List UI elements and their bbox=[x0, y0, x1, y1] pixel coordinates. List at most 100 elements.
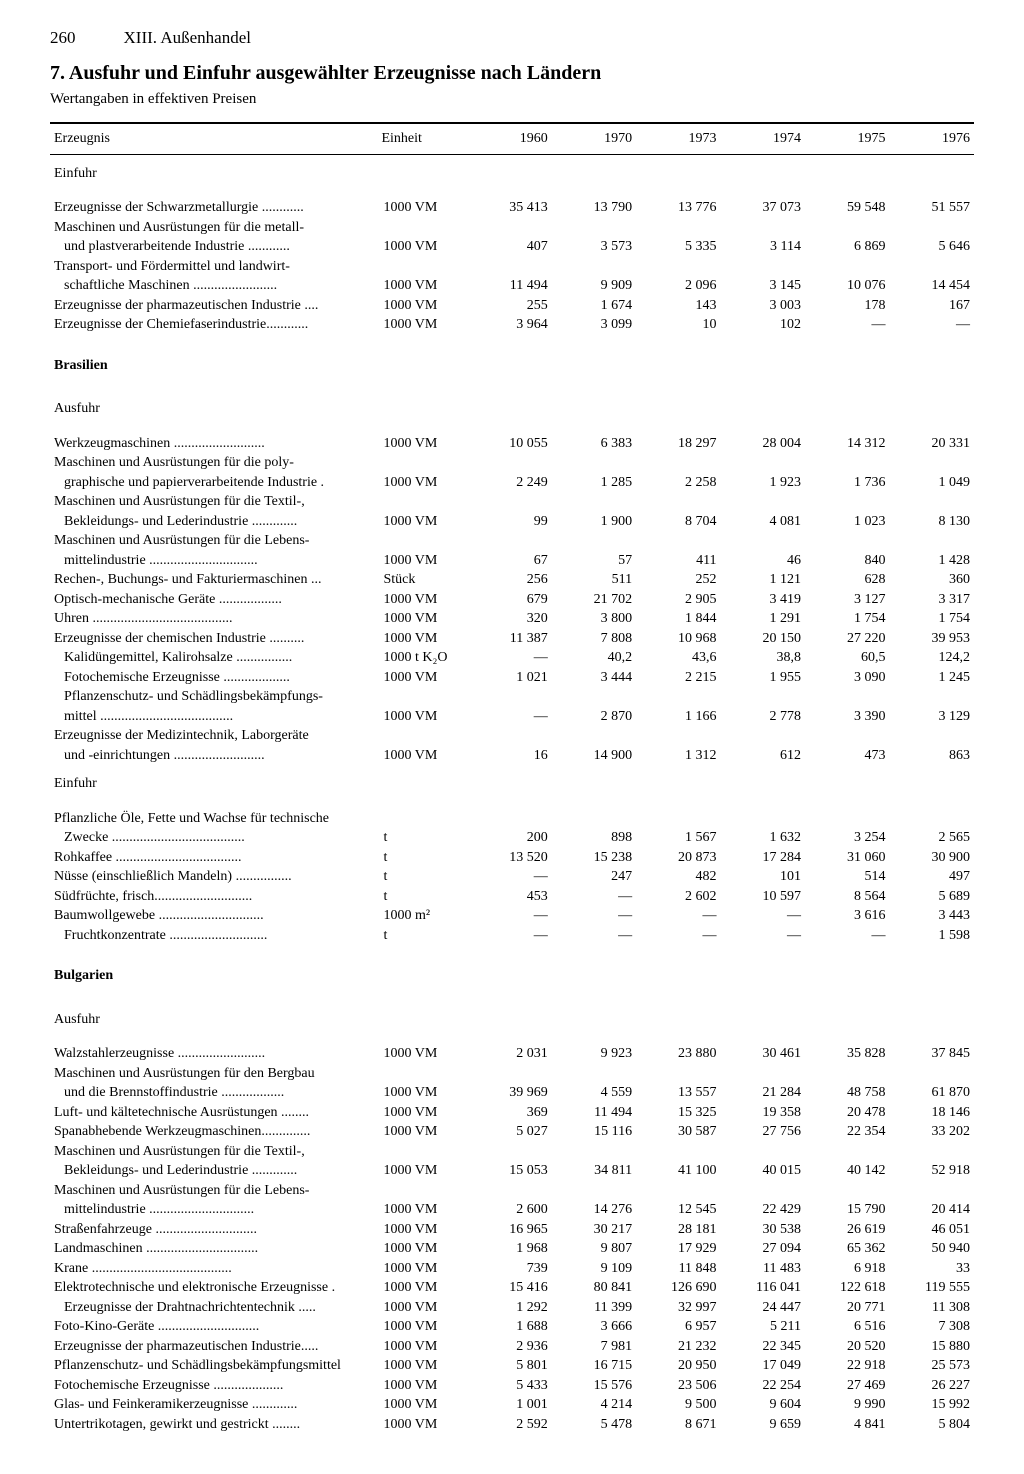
row-value bbox=[467, 809, 551, 829]
row-value: 5 478 bbox=[552, 1415, 636, 1435]
row-value: 2 565 bbox=[889, 828, 974, 848]
row-value: 20 150 bbox=[721, 629, 805, 649]
row-value: — bbox=[467, 906, 551, 926]
row-value: 1 900 bbox=[552, 512, 636, 532]
row-value: 28 004 bbox=[721, 434, 805, 454]
row-value: — bbox=[467, 926, 551, 946]
row-value: 7 981 bbox=[552, 1337, 636, 1357]
row-value: 5 646 bbox=[889, 237, 974, 257]
row-value: 61 870 bbox=[889, 1083, 974, 1103]
row-value bbox=[467, 687, 551, 707]
row-value: 13 776 bbox=[636, 198, 720, 218]
row-value: — bbox=[721, 906, 805, 926]
table-row: Bekleidungs- und Lederindustrie ........… bbox=[50, 512, 974, 532]
row-value: 65 362 bbox=[805, 1239, 889, 1259]
row-value: 1 923 bbox=[721, 473, 805, 493]
row-unit: t bbox=[377, 848, 467, 868]
row-unit: 1000 VM bbox=[377, 1044, 467, 1064]
row-unit: 1000 VM bbox=[377, 1395, 467, 1415]
row-value: 21 232 bbox=[636, 1337, 720, 1357]
row-value bbox=[889, 1142, 974, 1162]
row-value bbox=[889, 218, 974, 238]
row-unit: 1000 VM bbox=[377, 1220, 467, 1240]
section-subtitle: Wertangaben in effektiven Preisen bbox=[50, 91, 974, 108]
row-unit bbox=[377, 453, 467, 473]
row-value: 898 bbox=[552, 828, 636, 848]
row-value: 126 690 bbox=[636, 1278, 720, 1298]
row-label: mittelindustrie ........................… bbox=[50, 1200, 377, 1220]
row-label: Pflanzenschutz- und Schädlingsbekämpfung… bbox=[50, 1356, 377, 1376]
row-value: 497 bbox=[889, 867, 974, 887]
row-value: 27 220 bbox=[805, 629, 889, 649]
row-value: 482 bbox=[636, 867, 720, 887]
row-value bbox=[721, 1064, 805, 1084]
table-row: und plastverarbeitende Industrie .......… bbox=[50, 237, 974, 257]
row-value: 31 060 bbox=[805, 848, 889, 868]
row-value: 18 297 bbox=[636, 434, 720, 454]
row-value: 3 099 bbox=[552, 315, 636, 335]
table-row: Elektrotechnische und elektronische Erze… bbox=[50, 1278, 974, 1298]
row-value: 3 573 bbox=[552, 237, 636, 257]
row-value: 9 604 bbox=[721, 1395, 805, 1415]
row-value: 17 049 bbox=[721, 1356, 805, 1376]
table-row: Maschinen und Ausrüstungen für die Leben… bbox=[50, 1181, 974, 1201]
table-row: Maschinen und Ausrüstungen für die Leben… bbox=[50, 531, 974, 551]
row-value: 14 312 bbox=[805, 434, 889, 454]
table-row: Maschinen und Ausrüstungen für die metal… bbox=[50, 218, 974, 238]
country-header: Bulgarien bbox=[50, 945, 974, 989]
row-value: 15 416 bbox=[467, 1278, 551, 1298]
row-value bbox=[805, 1142, 889, 1162]
row-unit: 1000 VM bbox=[377, 1317, 467, 1337]
row-value: 2 592 bbox=[467, 1415, 551, 1435]
row-value: 8 704 bbox=[636, 512, 720, 532]
row-value: 1 754 bbox=[805, 609, 889, 629]
row-value: 18 146 bbox=[889, 1103, 974, 1123]
row-value bbox=[467, 1181, 551, 1201]
row-unit: 1000 VM bbox=[377, 551, 467, 571]
row-unit: 1000 VM bbox=[377, 1337, 467, 1357]
row-value: 3 443 bbox=[889, 906, 974, 926]
row-value: 1 285 bbox=[552, 473, 636, 493]
row-value: 3 800 bbox=[552, 609, 636, 629]
row-value: 320 bbox=[467, 609, 551, 629]
row-value: 2 249 bbox=[467, 473, 551, 493]
row-value bbox=[636, 1181, 720, 1201]
section-title: 7. Ausfuhr und Einfuhr ausgewählter Erze… bbox=[50, 62, 974, 85]
row-value bbox=[552, 809, 636, 829]
row-label: Uhren ..................................… bbox=[50, 609, 377, 629]
direction-header: Einfuhr bbox=[50, 765, 974, 797]
row-label: Zwecke .................................… bbox=[50, 828, 377, 848]
row-value: 21 702 bbox=[552, 590, 636, 610]
row-unit: 1000 m² bbox=[377, 906, 467, 926]
row-value bbox=[467, 492, 551, 512]
row-value bbox=[636, 1064, 720, 1084]
chapter-title: XIII. Außenhandel bbox=[124, 28, 251, 48]
row-value bbox=[805, 1064, 889, 1084]
row-unit bbox=[377, 1064, 467, 1084]
table-row: Straßenfahrzeuge .......................… bbox=[50, 1220, 974, 1240]
row-value: 3 145 bbox=[721, 276, 805, 296]
row-label: schaftliche Maschinen ..................… bbox=[50, 276, 377, 296]
row-value: 628 bbox=[805, 570, 889, 590]
row-unit: 1000 VM bbox=[377, 1200, 467, 1220]
row-label: Erzeugnisse der Drahtnachrichtentechnik … bbox=[50, 1298, 377, 1318]
row-value: 5 801 bbox=[467, 1356, 551, 1376]
table-row: Südfrüchte, frisch......................… bbox=[50, 887, 974, 907]
row-value: 12 545 bbox=[636, 1200, 720, 1220]
table-row: Werkzeugmaschinen ......................… bbox=[50, 434, 974, 454]
row-value: 10 968 bbox=[636, 629, 720, 649]
row-label: Luft- und kältetechnische Ausrüstungen .… bbox=[50, 1103, 377, 1123]
row-value bbox=[636, 687, 720, 707]
row-value: 840 bbox=[805, 551, 889, 571]
row-unit: 1000 VM bbox=[377, 315, 467, 335]
row-value: 30 217 bbox=[552, 1220, 636, 1240]
row-value: 23 506 bbox=[636, 1376, 720, 1396]
page-number: 260 bbox=[50, 28, 76, 48]
table-row: und die Brennstoffindustrie ............… bbox=[50, 1083, 974, 1103]
row-value: 43,6 bbox=[636, 648, 720, 668]
row-label: Transport- und Fördermittel und landwirt… bbox=[50, 257, 377, 277]
row-value: 11 483 bbox=[721, 1259, 805, 1279]
table-row: Fotochemische Erzeugnisse ..............… bbox=[50, 1376, 974, 1396]
row-value bbox=[721, 492, 805, 512]
row-unit: 1000 VM bbox=[377, 1083, 467, 1103]
